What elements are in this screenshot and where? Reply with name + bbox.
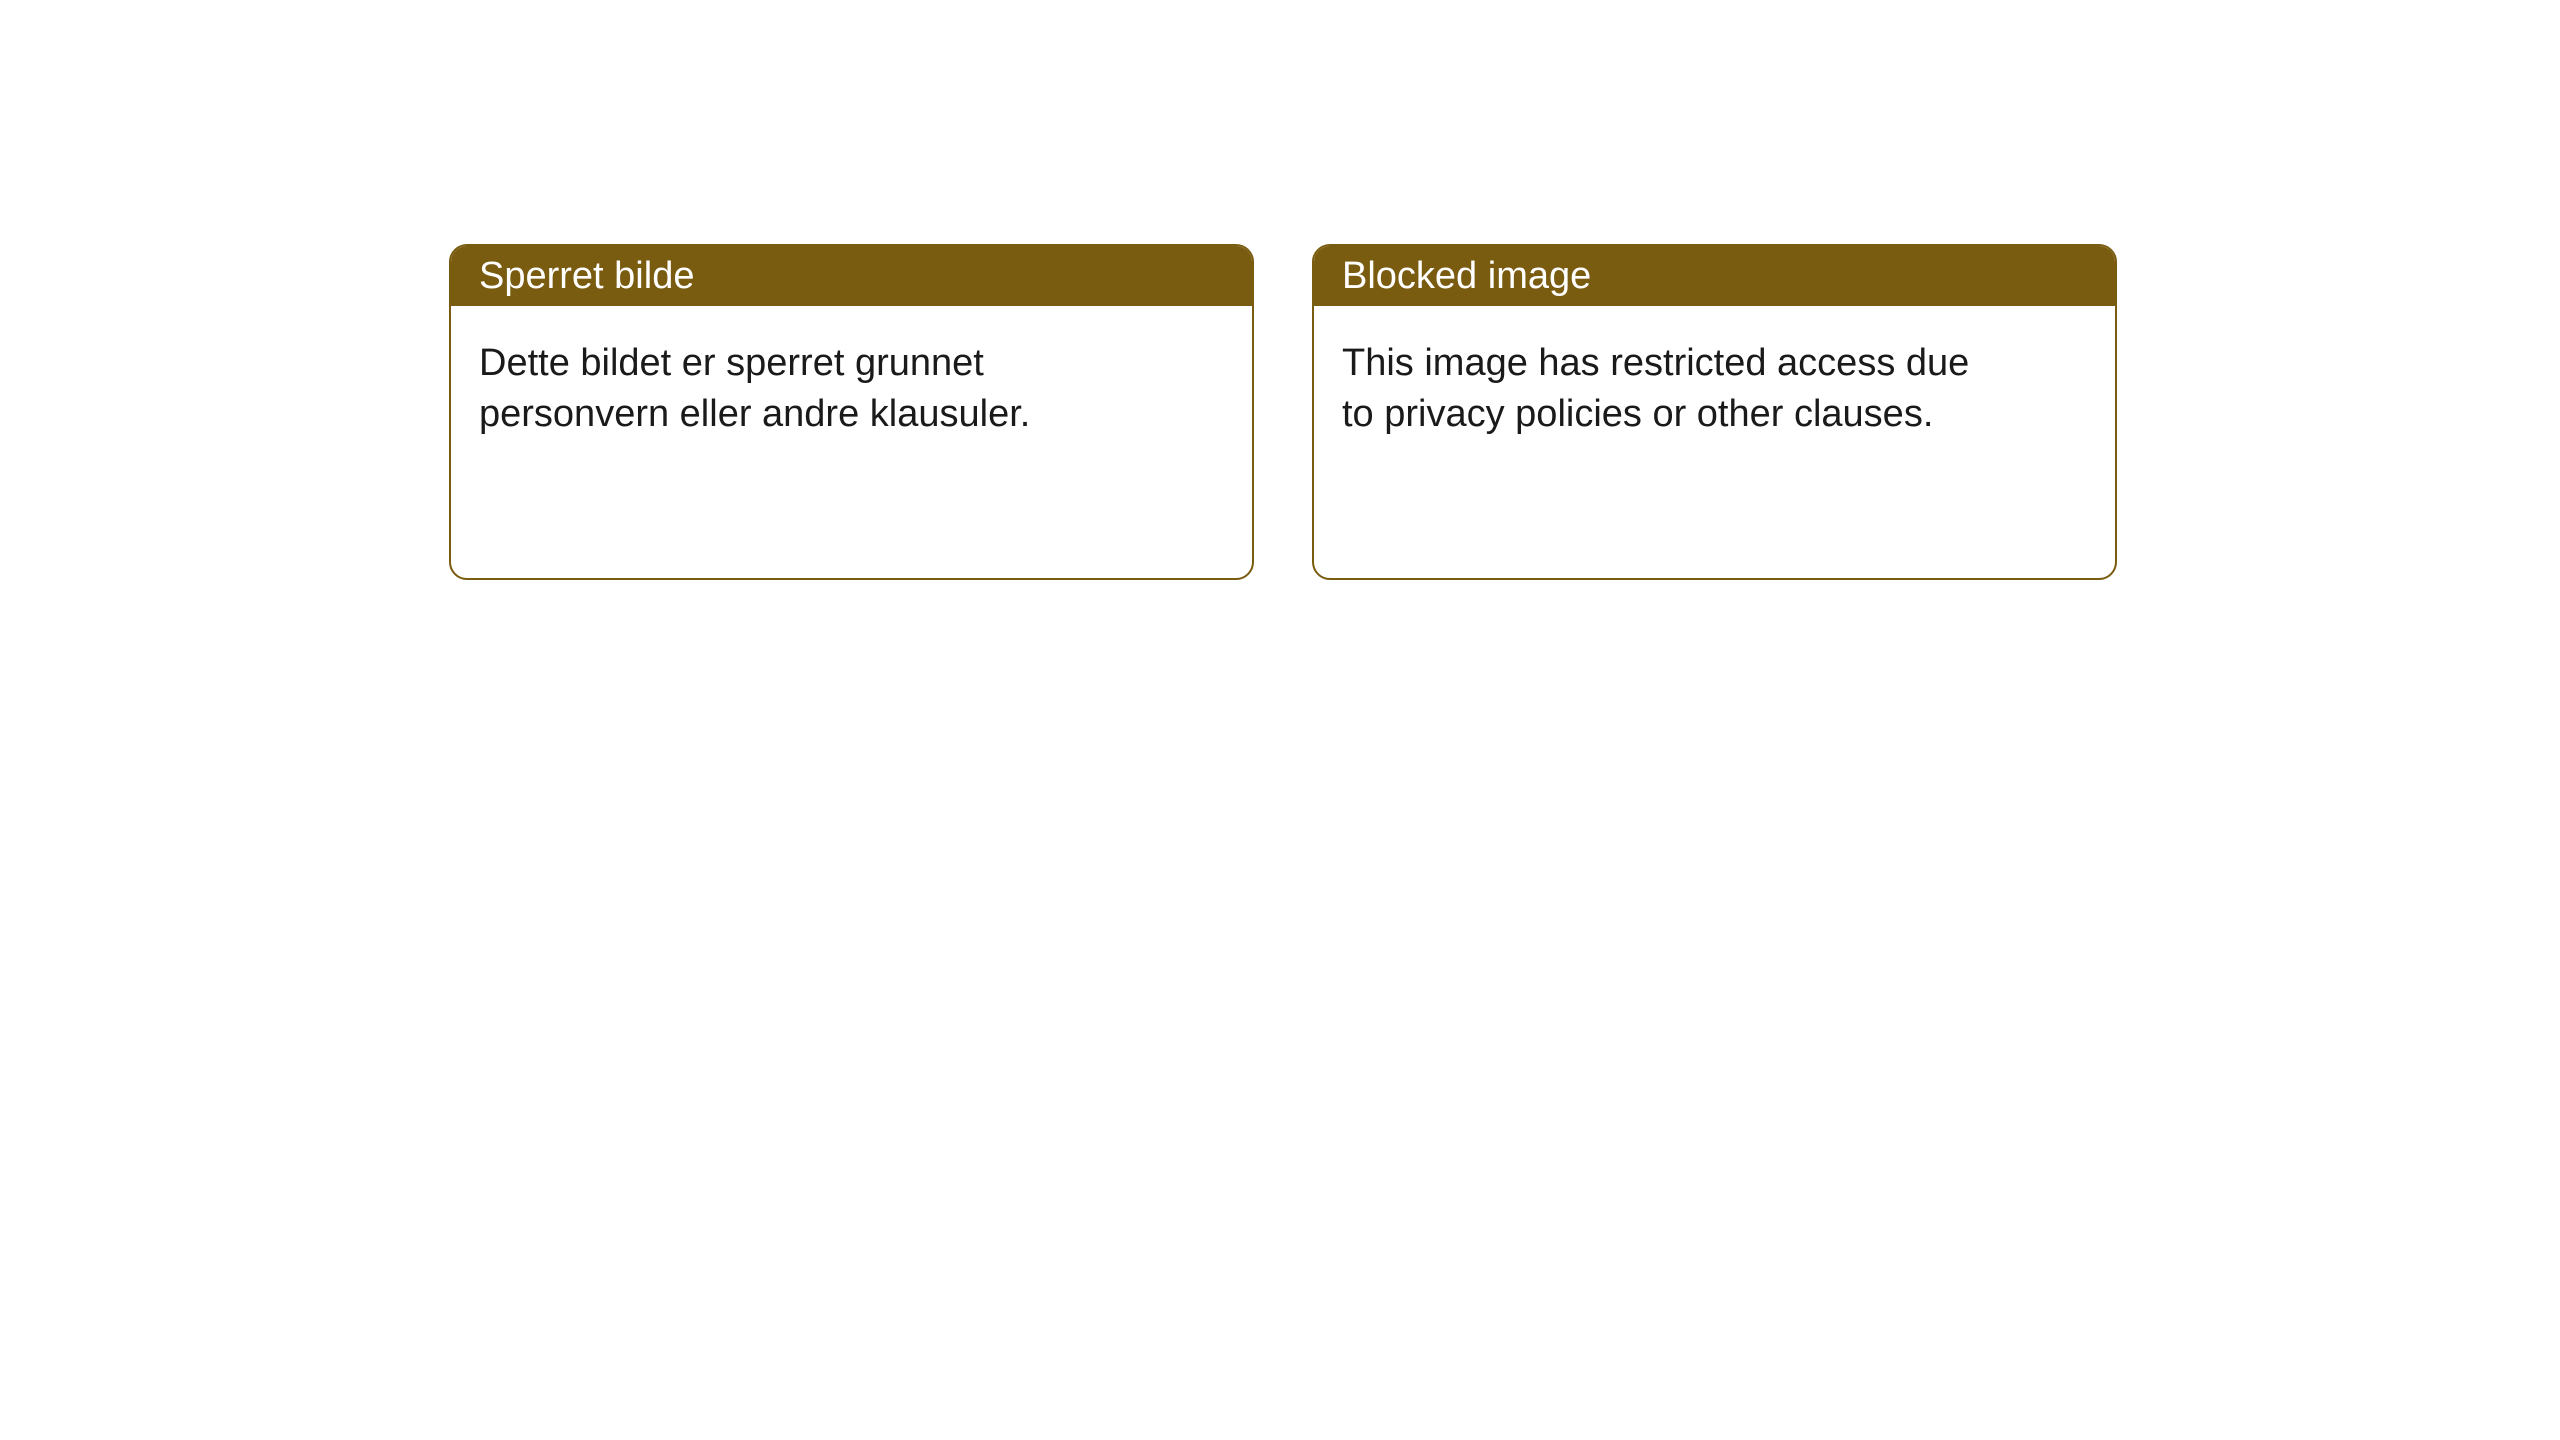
notice-card-english: Blocked image This image has restricted … — [1312, 244, 2117, 580]
notice-header-text: Blocked image — [1342, 255, 1591, 298]
notice-card-norwegian: Sperret bilde Dette bildet er sperret gr… — [449, 244, 1254, 580]
notice-body: Dette bildet er sperret grunnet personve… — [451, 306, 1171, 473]
notice-body-text: Dette bildet er sperret grunnet personve… — [479, 342, 1030, 435]
notice-container: Sperret bilde Dette bildet er sperret gr… — [0, 0, 2560, 580]
notice-header: Sperret bilde — [451, 246, 1252, 306]
notice-body: This image has restricted access due to … — [1314, 306, 2034, 473]
notice-header: Blocked image — [1314, 246, 2115, 306]
notice-body-text: This image has restricted access due to … — [1342, 342, 1969, 435]
notice-header-text: Sperret bilde — [479, 255, 694, 298]
